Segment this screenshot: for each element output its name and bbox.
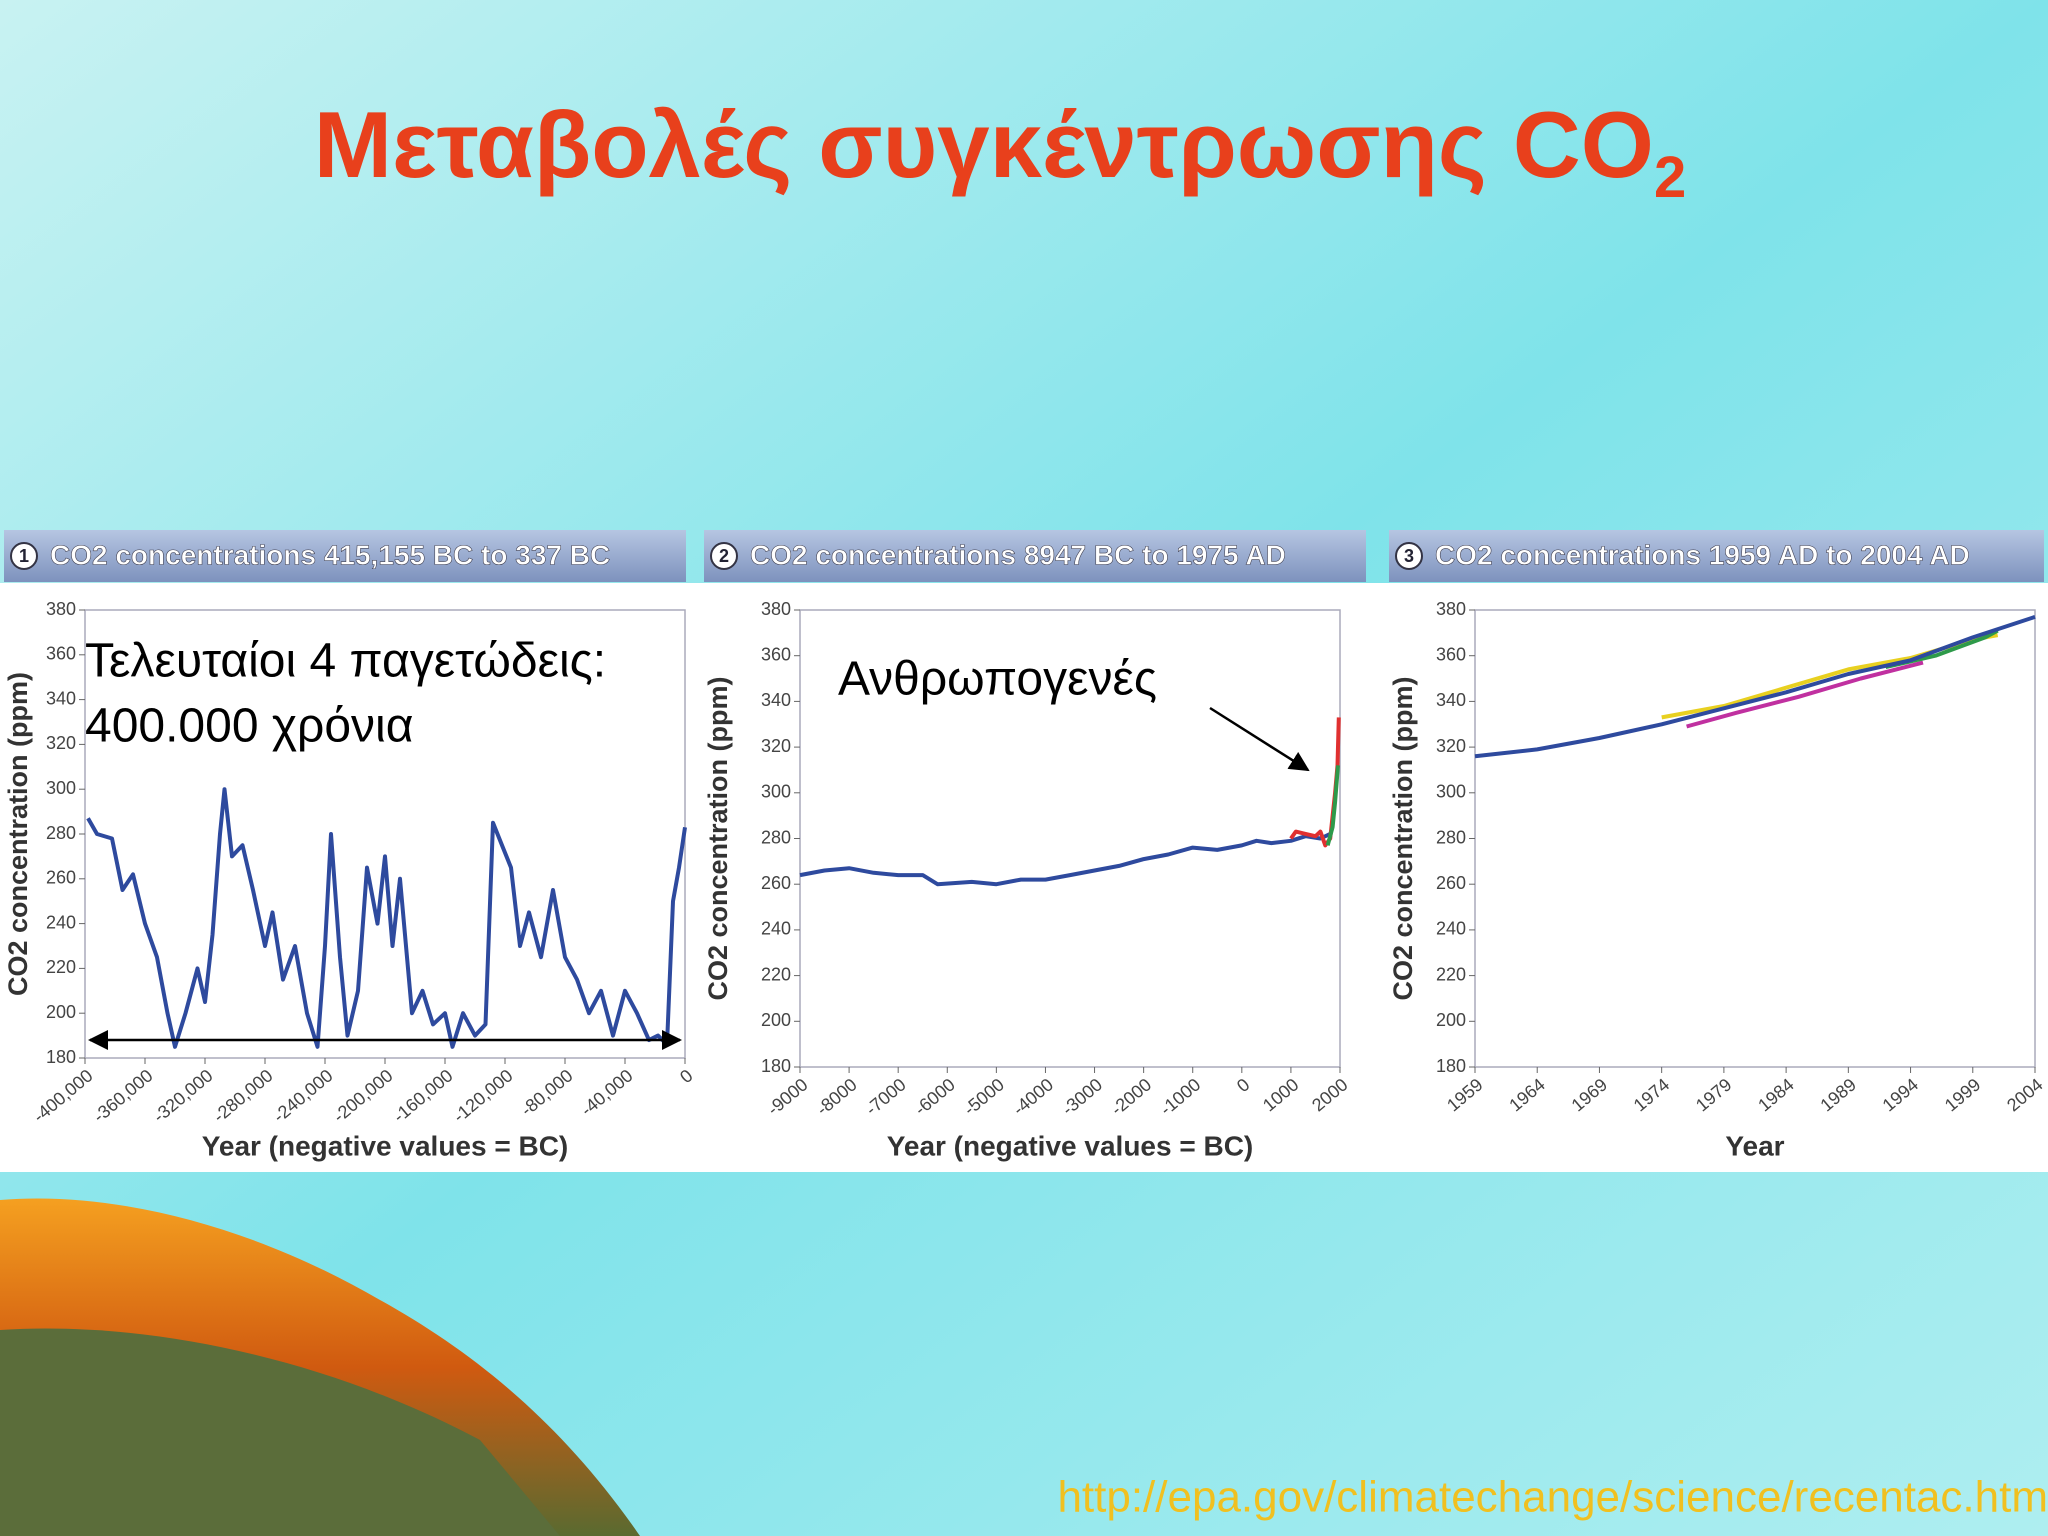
panel-title: CO2 concentrations 1959 AD to 2004 AD bbox=[1435, 539, 1970, 570]
y-axis-label: CO2 concentration (ppm) bbox=[3, 672, 33, 996]
panel-number: 2 bbox=[719, 546, 729, 566]
y-tick-label: 280 bbox=[761, 827, 791, 847]
x-axis-label: Year (negative values = BC) bbox=[887, 1130, 1254, 1161]
y-tick-label: 340 bbox=[1436, 690, 1466, 710]
y-tick-label: 260 bbox=[761, 873, 791, 893]
y-axis-label: CO2 concentration (ppm) bbox=[703, 676, 733, 1000]
panel-number: 3 bbox=[1404, 546, 1414, 566]
y-tick-label: 360 bbox=[1436, 644, 1466, 664]
y-tick-label: 260 bbox=[46, 868, 76, 888]
y-tick-label: 340 bbox=[761, 690, 791, 710]
y-tick-label: 360 bbox=[46, 644, 76, 664]
y-tick-label: 300 bbox=[46, 778, 76, 798]
annotation: Τελευταίοι 4 παγετώδεις: bbox=[85, 635, 606, 688]
y-tick-label: 220 bbox=[761, 964, 791, 984]
y-tick-label: 200 bbox=[761, 1010, 791, 1030]
y-tick-label: 360 bbox=[761, 644, 791, 664]
y-tick-label: 180 bbox=[46, 1047, 76, 1067]
y-tick-label: 260 bbox=[1436, 873, 1466, 893]
panel-title: CO2 concentrations 415,155 BC to 337 BC bbox=[50, 539, 610, 570]
panel-title: CO2 concentrations 8947 BC to 1975 AD bbox=[750, 539, 1286, 570]
y-tick-label: 240 bbox=[761, 919, 791, 939]
annotation: Ανθρωπογενές bbox=[838, 653, 1157, 706]
y-tick-label: 340 bbox=[46, 688, 76, 708]
y-tick-label: 180 bbox=[1436, 1056, 1466, 1076]
y-tick-label: 280 bbox=[1436, 827, 1466, 847]
y-tick-label: 240 bbox=[1436, 919, 1466, 939]
plot-frame bbox=[1475, 610, 2035, 1067]
y-tick-label: 380 bbox=[761, 599, 791, 619]
y-tick-label: 200 bbox=[1436, 1010, 1466, 1030]
y-tick-label: 380 bbox=[46, 599, 76, 619]
x-axis-label: Year bbox=[1725, 1130, 1784, 1161]
title-subscript: 2 bbox=[1654, 145, 1686, 210]
y-tick-label: 300 bbox=[761, 782, 791, 802]
panel-number: 1 bbox=[19, 546, 29, 566]
source-url: http://epa.gov/climatechange/science/rec… bbox=[1057, 1473, 2048, 1522]
y-tick-label: 220 bbox=[1436, 964, 1466, 984]
slide: Μεταβολές συγκέντρωσης CO2 http://epa.go… bbox=[0, 0, 2048, 1536]
annotation: 400.000 χρόνια bbox=[85, 700, 413, 753]
y-axis-label: CO2 concentration (ppm) bbox=[1388, 676, 1418, 1000]
title-main: Μεταβολές συγκέντρωσης CO bbox=[314, 92, 1654, 197]
page: {"slide":{"title":"Μεταβολές συγκέντρωση… bbox=[0, 0, 2048, 1536]
y-tick-label: 320 bbox=[1436, 736, 1466, 756]
y-tick-label: 380 bbox=[1436, 599, 1466, 619]
y-tick-label: 180 bbox=[761, 1056, 791, 1076]
slide-title: Μεταβολές συγκέντρωσης CO2 bbox=[314, 92, 1686, 211]
y-tick-label: 200 bbox=[46, 1002, 76, 1022]
y-tick-label: 300 bbox=[1436, 782, 1466, 802]
y-tick-label: 280 bbox=[46, 823, 76, 843]
x-axis-label: Year (negative values = BC) bbox=[202, 1130, 569, 1161]
y-tick-label: 220 bbox=[46, 957, 76, 977]
y-tick-label: 320 bbox=[761, 736, 791, 756]
y-tick-label: 240 bbox=[46, 912, 76, 932]
y-tick-label: 320 bbox=[46, 733, 76, 753]
